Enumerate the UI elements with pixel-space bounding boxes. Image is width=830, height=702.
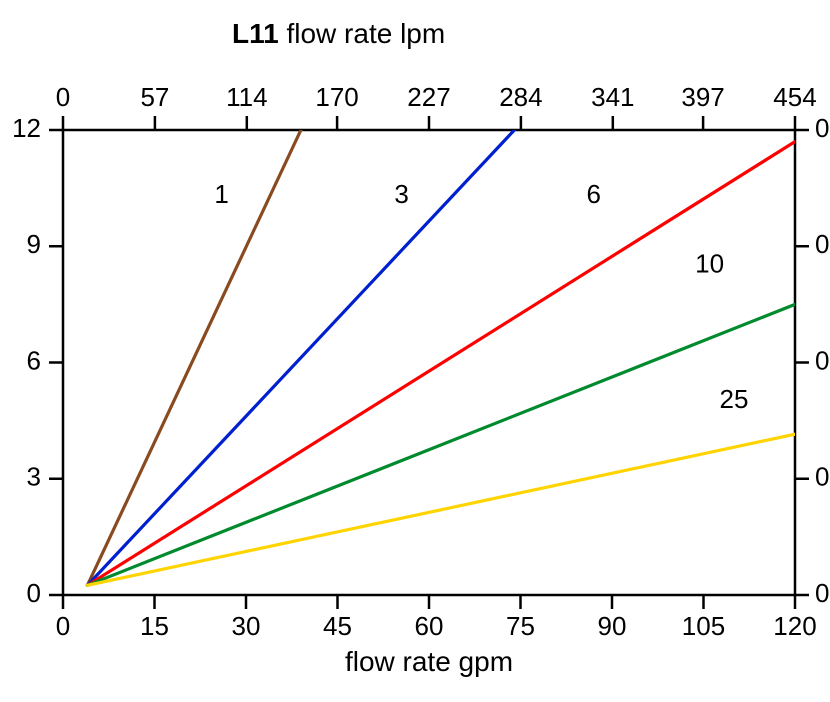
flow-rate-chart: 0369120.00.20.40.60.80153045607590105120… <box>0 0 830 702</box>
x-bottom-tick-label: 90 <box>598 611 627 641</box>
x-bottom-tick-label: 120 <box>773 611 816 641</box>
x-top-tick-label: 341 <box>591 82 634 112</box>
series-label-1: 1 <box>214 179 228 209</box>
x-bottom-tick-label: 105 <box>682 611 725 641</box>
x-top-tick-label: 397 <box>681 82 724 112</box>
x-bottom-tick-label: 45 <box>323 611 352 641</box>
x-bottom-tick-label: 60 <box>415 611 444 641</box>
series-line-25 <box>87 434 795 585</box>
y-left-tick-label: 3 <box>27 462 41 492</box>
chart-page: L11 flow rate lpm 0369120.00.20.40.60.80… <box>0 0 830 702</box>
x-top-tick-label: 114 <box>226 82 267 112</box>
x-bottom-tick-label: 15 <box>140 611 169 641</box>
y-right-tick-label: 0.0 <box>815 578 830 608</box>
x-top-tick-label: 454 <box>773 82 816 112</box>
y-left-tick-label: 6 <box>27 345 41 375</box>
x-bottom-tick-label: 30 <box>232 611 261 641</box>
series-label-6: 6 <box>586 179 600 209</box>
y-left-tick-label: 9 <box>27 229 41 259</box>
y-right-tick-label: 0.4 <box>815 345 830 375</box>
y-right-tick-label: 0.6 <box>815 229 830 259</box>
x-bottom-tick-label: 0 <box>56 611 70 641</box>
y-right-tick-label: 0.2 <box>815 462 830 492</box>
series-label-3: 3 <box>394 179 408 209</box>
x-bottom-tick-label: 75 <box>506 611 535 641</box>
series-line-10 <box>87 304 795 585</box>
y-left-tick-label: 12 <box>12 113 41 143</box>
x-top-tick-label: 170 <box>315 82 358 112</box>
series-label-10: 10 <box>695 249 724 279</box>
x-top-tick-label: 227 <box>407 82 450 112</box>
y-right-tick-label: 0.8 <box>815 113 830 143</box>
x-axis-label: flow rate gpm <box>345 646 513 677</box>
series-label-25: 25 <box>720 384 749 414</box>
x-top-tick-label: 57 <box>140 82 169 112</box>
series-group <box>87 130 795 585</box>
x-top-tick-label: 0 <box>56 82 70 112</box>
x-top-tick-label: 284 <box>499 82 542 112</box>
y-left-tick-label: 0 <box>27 578 41 608</box>
